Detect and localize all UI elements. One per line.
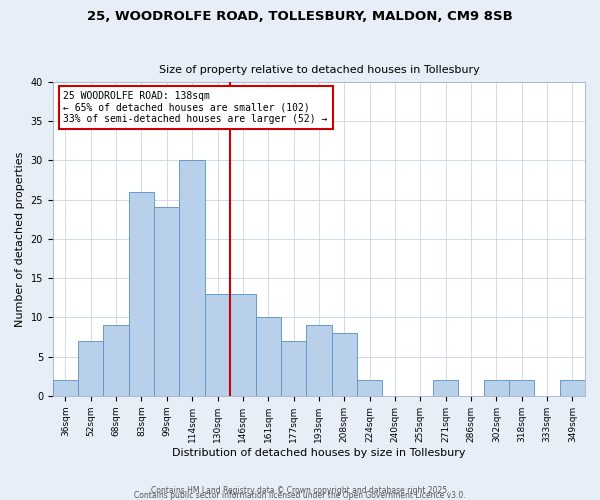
Y-axis label: Number of detached properties: Number of detached properties [15, 151, 25, 326]
Bar [306, 325, 332, 396]
Text: 25 WOODROLFE ROAD: 138sqm
← 65% of detached houses are smaller (102)
33% of semi: 25 WOODROLFE ROAD: 138sqm ← 65% of detac… [64, 92, 328, 124]
Bar [129, 192, 154, 396]
Bar [154, 208, 179, 396]
Bar [53, 380, 78, 396]
Bar [281, 341, 306, 396]
Text: Contains HM Land Registry data © Crown copyright and database right 2025.: Contains HM Land Registry data © Crown c… [151, 486, 449, 495]
Title: Size of property relative to detached houses in Tollesbury: Size of property relative to detached ho… [158, 66, 479, 76]
Bar [433, 380, 458, 396]
Bar [332, 333, 357, 396]
X-axis label: Distribution of detached houses by size in Tollesbury: Distribution of detached houses by size … [172, 448, 466, 458]
Bar [357, 380, 382, 396]
Bar [103, 325, 129, 396]
Bar [256, 318, 281, 396]
Bar [205, 294, 230, 396]
Bar [179, 160, 205, 396]
Bar [484, 380, 509, 396]
Bar [560, 380, 585, 396]
Text: Contains public sector information licensed under the Open Government Licence v3: Contains public sector information licen… [134, 491, 466, 500]
Bar [230, 294, 256, 396]
Text: 25, WOODROLFE ROAD, TOLLESBURY, MALDON, CM9 8SB: 25, WOODROLFE ROAD, TOLLESBURY, MALDON, … [87, 10, 513, 23]
Bar [509, 380, 535, 396]
Bar [78, 341, 103, 396]
